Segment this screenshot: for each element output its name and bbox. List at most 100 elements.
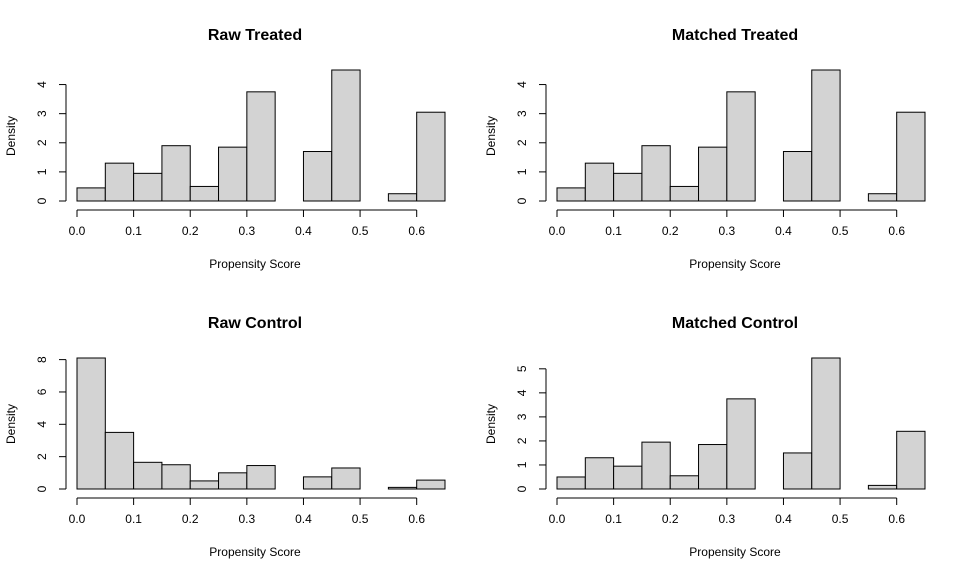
histogram-bar bbox=[613, 465, 643, 490]
histogram-bar bbox=[133, 172, 163, 202]
histogram-bar bbox=[189, 185, 220, 202]
x-tick-label: 0.0 bbox=[549, 512, 566, 526]
x-tick-label: 0.2 bbox=[182, 224, 199, 238]
y-tick-label: 2 bbox=[35, 139, 49, 146]
histogram-bar bbox=[161, 145, 191, 202]
histogram-bar bbox=[698, 444, 728, 490]
histogram-bar bbox=[331, 69, 361, 202]
x-tick-label: 0.3 bbox=[239, 512, 256, 526]
x-axis-label: Propensity Score bbox=[689, 545, 781, 559]
histogram-bar bbox=[867, 193, 898, 202]
histogram-bar bbox=[669, 475, 700, 490]
panel-title: Matched Treated bbox=[672, 27, 798, 44]
histogram-bar bbox=[669, 185, 700, 202]
y-tick-label: 4 bbox=[515, 389, 529, 396]
y-tick-label: 5 bbox=[515, 365, 529, 372]
y-tick-label: 4 bbox=[515, 81, 529, 88]
x-axis-label: Propensity Score bbox=[689, 257, 781, 271]
x-tick-label: 0.4 bbox=[295, 512, 312, 526]
histogram-bar bbox=[218, 472, 248, 490]
x-tick-label: 0.1 bbox=[125, 512, 142, 526]
histogram-bar bbox=[726, 398, 756, 490]
x-axis-label: Propensity Score bbox=[209, 545, 301, 559]
histogram-bar bbox=[896, 430, 926, 490]
x-tick-label: 0.6 bbox=[408, 512, 425, 526]
y-tick-label: 1 bbox=[515, 461, 529, 468]
y-tick-label: 1 bbox=[515, 168, 529, 175]
histogram-bar bbox=[387, 193, 418, 202]
x-tick-label: 0.1 bbox=[125, 224, 142, 238]
x-axis-label: Propensity Score bbox=[209, 257, 301, 271]
y-tick-label: 8 bbox=[35, 356, 49, 363]
y-tick-label: 2 bbox=[35, 453, 49, 460]
y-tick-label: 2 bbox=[515, 139, 529, 146]
histogram-bar bbox=[133, 461, 163, 490]
y-tick-label: 3 bbox=[515, 413, 529, 420]
histogram-bar bbox=[584, 457, 615, 490]
histogram-bar bbox=[218, 146, 248, 202]
x-tick-label: 0.5 bbox=[832, 224, 849, 238]
panel-raw-treated: Raw Treated Propensity Score Density 0.0… bbox=[4, 27, 446, 271]
panel-raw-control: Raw Control Propensity Score Density 0.0… bbox=[4, 315, 446, 559]
x-tick-label: 0.5 bbox=[832, 512, 849, 526]
x-tick-label: 0.4 bbox=[775, 512, 792, 526]
histogram-bar bbox=[782, 151, 813, 202]
y-axis-label: Density bbox=[4, 116, 18, 156]
y-tick-label: 0 bbox=[35, 485, 49, 492]
x-tick-label: 0.3 bbox=[719, 512, 736, 526]
x-tick-label: 0.4 bbox=[295, 224, 312, 238]
x-tick-label: 0.6 bbox=[408, 224, 425, 238]
x-tick-label: 0.6 bbox=[888, 224, 905, 238]
x-tick-label: 0.4 bbox=[775, 224, 792, 238]
x-tick-label: 0.3 bbox=[239, 224, 256, 238]
histogram-bar bbox=[811, 357, 841, 490]
x-tick-label: 0.2 bbox=[662, 224, 679, 238]
x-tick-label: 0.2 bbox=[182, 512, 199, 526]
y-tick-label: 4 bbox=[35, 421, 49, 428]
x-tick-label: 0.1 bbox=[605, 224, 622, 238]
panel-matched-treated: Matched Treated Propensity Score Density… bbox=[484, 27, 926, 271]
x-tick-label: 0.5 bbox=[352, 224, 369, 238]
histogram-bar bbox=[556, 476, 586, 490]
histogram-bar bbox=[302, 151, 333, 202]
y-tick-label: 4 bbox=[35, 81, 49, 88]
histogram-bar bbox=[76, 357, 106, 490]
y-axis-label: Density bbox=[484, 404, 498, 444]
panel-title: Raw Control bbox=[208, 315, 302, 332]
histogram-bar bbox=[584, 162, 615, 202]
histogram-bar bbox=[331, 467, 361, 490]
x-tick-label: 0.0 bbox=[69, 512, 86, 526]
histogram-bar bbox=[416, 111, 446, 202]
histogram-bar bbox=[896, 111, 926, 202]
x-tick-label: 0.6 bbox=[888, 512, 905, 526]
histogram-bar bbox=[76, 187, 106, 202]
x-tick-label: 0.1 bbox=[605, 512, 622, 526]
y-tick-label: 1 bbox=[35, 168, 49, 175]
histogram-bar bbox=[104, 162, 135, 202]
histogram-bar bbox=[556, 187, 586, 202]
histogram-bar bbox=[811, 69, 841, 202]
y-tick-label: 6 bbox=[35, 388, 49, 395]
histogram-bar bbox=[189, 480, 220, 490]
x-tick-label: 0.0 bbox=[69, 224, 86, 238]
y-tick-label: 2 bbox=[515, 437, 529, 444]
y-axis-label: Density bbox=[484, 116, 498, 156]
histogram-bar bbox=[246, 465, 276, 490]
histogram-bar bbox=[641, 441, 671, 490]
histogram-bar bbox=[782, 452, 813, 490]
x-tick-label: 0.3 bbox=[719, 224, 736, 238]
x-tick-label: 0.5 bbox=[352, 512, 369, 526]
histogram-bar bbox=[302, 476, 333, 490]
histogram-bar bbox=[246, 91, 276, 202]
histogram-bar bbox=[698, 146, 728, 202]
histogram-bar bbox=[387, 486, 418, 490]
x-tick-label: 0.0 bbox=[549, 224, 566, 238]
histogram-bar bbox=[867, 484, 898, 490]
y-tick-label: 3 bbox=[35, 110, 49, 117]
y-tick-label: 3 bbox=[515, 110, 529, 117]
x-tick-label: 0.2 bbox=[662, 512, 679, 526]
histogram-bar bbox=[641, 145, 671, 202]
histogram-bar bbox=[161, 464, 191, 490]
panel-matched-control: Matched Control Propensity Score Density… bbox=[484, 315, 926, 559]
